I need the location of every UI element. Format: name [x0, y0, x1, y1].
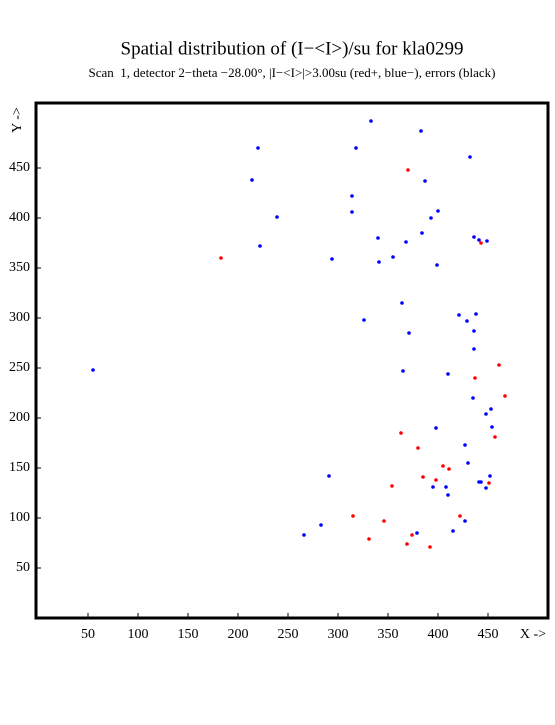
- point: [468, 155, 472, 159]
- x-tick-label: 200: [228, 627, 249, 642]
- x-tick-label: 450: [478, 627, 499, 642]
- point: [369, 119, 373, 123]
- point: [91, 368, 95, 372]
- y-tick-label: 150: [9, 460, 30, 475]
- point: [446, 493, 450, 497]
- point: [400, 301, 404, 305]
- point: [390, 484, 394, 488]
- chart-subtitle: Scan 1, detector 2−theta −28.00°, |I−<I>…: [89, 65, 496, 80]
- x-tick-label: 300: [328, 627, 349, 642]
- point: [446, 372, 450, 376]
- point: [367, 537, 371, 541]
- y-tick-label: 100: [9, 510, 30, 525]
- point: [503, 394, 507, 398]
- y-tick-label: 250: [9, 360, 30, 375]
- point: [219, 256, 223, 260]
- point: [441, 464, 445, 468]
- x-tick-label: 400: [428, 627, 449, 642]
- point: [429, 216, 433, 220]
- point: [350, 210, 354, 214]
- point: [458, 514, 462, 518]
- point: [319, 523, 323, 527]
- point: [302, 533, 306, 537]
- point: [435, 263, 439, 267]
- point: [391, 255, 395, 259]
- point: [434, 478, 438, 482]
- point: [401, 369, 405, 373]
- point: [399, 431, 403, 435]
- y-tick-label: 400: [9, 210, 30, 225]
- point: [275, 215, 279, 219]
- point: [350, 194, 354, 198]
- point: [405, 542, 409, 546]
- point: [472, 347, 476, 351]
- point: [377, 260, 381, 264]
- chart-title: Spatial distribution of (I−<I>)/su for k…: [121, 38, 464, 59]
- point: [382, 519, 386, 523]
- point: [354, 146, 358, 150]
- y-tick-label: 300: [9, 310, 30, 325]
- point: [376, 236, 380, 240]
- point: [485, 239, 489, 243]
- y-tick-label: 200: [9, 410, 30, 425]
- point: [421, 475, 425, 479]
- point: [407, 331, 411, 335]
- point: [463, 519, 467, 523]
- point: [493, 435, 497, 439]
- x-tick-label: 150: [178, 627, 199, 642]
- point: [362, 318, 366, 322]
- point: [431, 485, 435, 489]
- point: [466, 461, 470, 465]
- point: [420, 231, 424, 235]
- point: [256, 146, 260, 150]
- point: [465, 319, 469, 323]
- point: [473, 376, 477, 380]
- point: [258, 244, 262, 248]
- x-axis-label: X ->: [520, 627, 546, 642]
- point: [406, 168, 410, 172]
- point: [404, 240, 408, 244]
- point: [250, 178, 254, 182]
- point: [451, 529, 455, 533]
- point: [463, 443, 467, 447]
- point: [327, 474, 331, 478]
- point: [488, 474, 492, 478]
- point: [472, 329, 476, 333]
- y-tick-label: 450: [9, 160, 30, 175]
- x-tick-label: 100: [128, 627, 149, 642]
- point: [490, 425, 494, 429]
- point: [497, 363, 501, 367]
- point: [416, 446, 420, 450]
- point: [479, 480, 483, 484]
- point: [479, 241, 483, 245]
- x-tick-label: 350: [378, 627, 399, 642]
- y-tick-label: 50: [16, 560, 30, 575]
- point: [415, 531, 419, 535]
- point: [457, 313, 461, 317]
- point: [477, 238, 481, 242]
- y-tick-label: 350: [9, 260, 30, 275]
- point: [330, 257, 334, 261]
- point: [487, 481, 491, 485]
- point: [410, 533, 414, 537]
- point: [484, 412, 488, 416]
- plot-frame: [34, 101, 550, 620]
- point: [489, 407, 493, 411]
- point: [472, 235, 476, 239]
- x-tick-label: 250: [278, 627, 299, 642]
- point: [484, 486, 488, 490]
- point: [471, 396, 475, 400]
- point: [444, 485, 448, 489]
- x-tick-label: 50: [81, 627, 95, 642]
- point: [351, 514, 355, 518]
- point: [428, 545, 432, 549]
- point: [447, 467, 451, 471]
- point: [474, 312, 478, 316]
- y-axis-label: Y ->: [10, 107, 25, 133]
- point: [434, 426, 438, 430]
- point: [423, 179, 427, 183]
- point: [436, 209, 440, 213]
- point: [419, 129, 423, 133]
